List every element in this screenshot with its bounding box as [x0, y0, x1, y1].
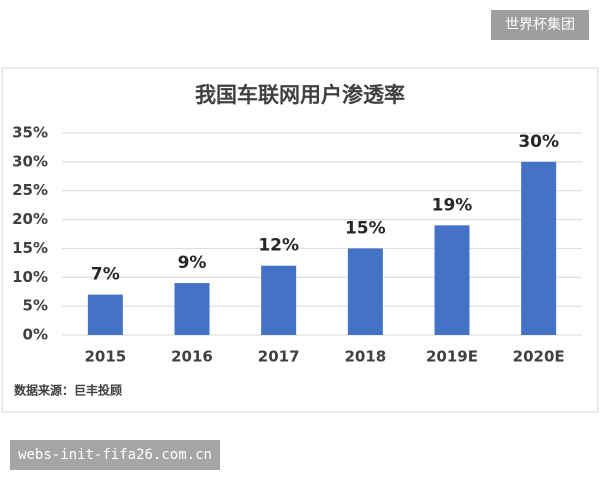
bar: [347, 248, 383, 335]
x-tick-label: 2019E: [426, 348, 478, 366]
bar: [87, 294, 123, 335]
y-tick-label: 15%: [12, 239, 48, 257]
x-tick-label: 2018: [344, 348, 386, 366]
x-tick-label: 2020E: [513, 348, 565, 366]
chart-title: 我国车联网用户渗透率: [195, 83, 405, 107]
value-label: 19%: [432, 195, 473, 215]
bar: [521, 161, 557, 335]
bar: [174, 283, 210, 335]
bar: [261, 265, 297, 335]
bar: [434, 225, 470, 335]
value-label: 30%: [518, 132, 559, 152]
y-tick-label: 5%: [23, 297, 48, 315]
watermark: webs-init-fifa26.com.cn: [10, 440, 220, 470]
source-note: 数据来源：巨丰投顾: [14, 383, 122, 398]
x-tick-label: 2016: [171, 348, 213, 366]
chart-frame: [1, 67, 599, 413]
y-tick-label: 30%: [12, 152, 48, 170]
y-tick-label: 10%: [12, 268, 48, 286]
y-tick-label: 0%: [23, 326, 48, 344]
value-label: 12%: [258, 236, 299, 256]
y-tick-label: 35%: [12, 124, 48, 142]
value-label: 7%: [91, 265, 120, 285]
badge: 世界杯集团: [491, 10, 589, 40]
y-tick-label: 20%: [12, 210, 48, 228]
value-label: 15%: [345, 218, 386, 238]
x-tick-label: 2015: [84, 348, 126, 366]
y-tick-label: 25%: [12, 181, 48, 199]
value-label: 9%: [178, 253, 207, 273]
x-tick-label: 2017: [258, 348, 300, 366]
